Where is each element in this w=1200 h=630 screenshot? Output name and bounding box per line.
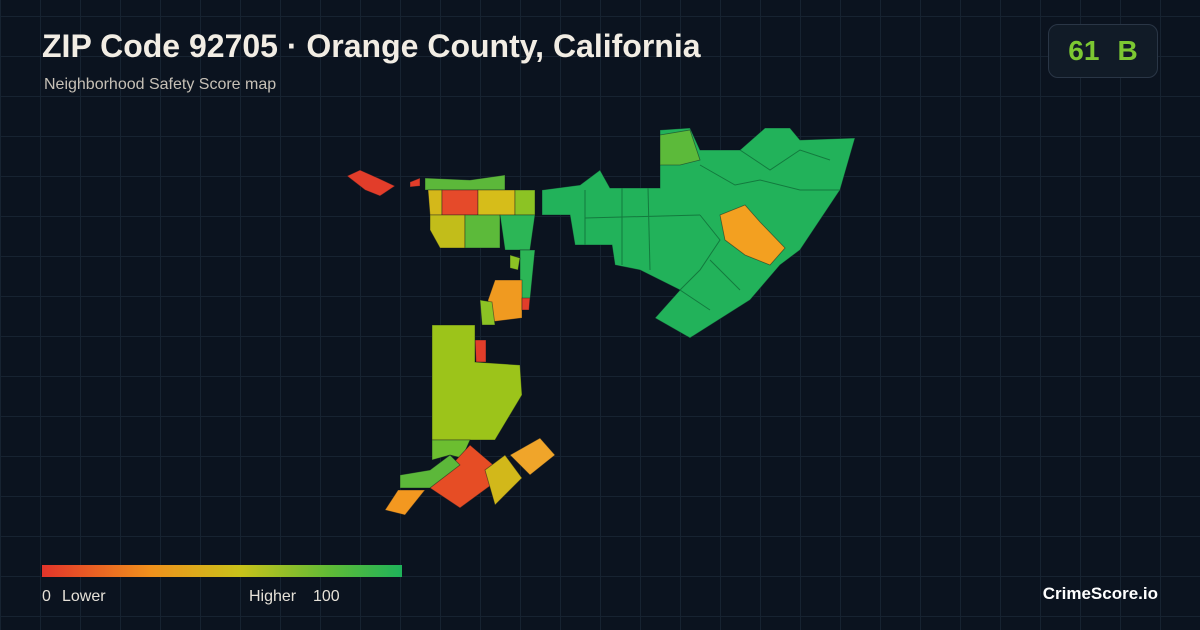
boundary [584,214,701,219]
brand: CrimeScore.io [1042,584,1158,603]
boundary [739,149,831,171]
boundaries [584,149,840,311]
area [484,454,523,506]
area [474,339,487,363]
title: ZIP Code 92705 · Orange County, Californ… [42,28,701,64]
legend-min-label: Lower [62,588,106,605]
boundary [647,187,651,271]
area [521,297,531,311]
grade: B [1117,35,1138,66]
legend-min: 0 [42,588,51,605]
area [514,189,536,216]
area [427,189,443,216]
boundary [679,214,721,291]
boundary [679,289,711,311]
area [487,279,523,323]
area [479,299,496,326]
legend-max: 100 [313,588,340,605]
score-badge: 61 B [1048,24,1158,78]
area [399,454,461,489]
area [429,214,466,249]
area [509,254,521,271]
area [346,169,396,197]
area [409,177,421,188]
area [659,129,701,166]
legend-gradient [42,565,402,577]
area [509,437,556,476]
area [499,214,536,251]
area [464,214,501,249]
area [477,189,516,216]
boundary [699,164,840,191]
area [441,189,479,216]
area [424,174,506,191]
neighborhoods [346,127,856,516]
area [719,204,786,266]
subtitle: Neighborhood Safety Score map [44,76,277,93]
score: 61 [1068,35,1100,66]
legend-max-label: Higher [249,588,297,605]
area [384,489,426,516]
boundary [709,259,741,291]
